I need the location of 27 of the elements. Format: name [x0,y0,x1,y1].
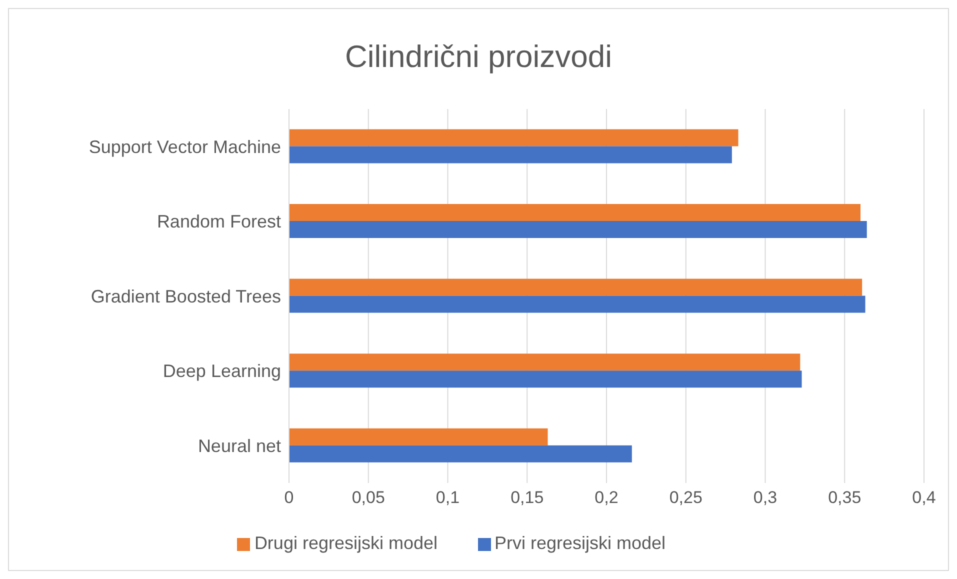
bar [289,146,732,164]
x-tick-label: 0,05 [352,488,385,508]
bar [289,129,738,146]
legend-label: Prvi regresijski model [494,533,666,553]
x-tick-label: 0 [284,488,294,508]
x-tick-label: 0,15 [510,488,544,508]
legend-label: Drugi regresijski model [254,533,438,553]
x-tick-label: 0,2 [594,488,618,508]
bar [289,354,800,371]
x-tick-label: 0,3 [753,488,778,508]
bar [289,204,860,221]
y-tick-label: Random Forest [156,212,281,232]
y-tick-label: Support Vector Machine [88,136,281,157]
bar [289,278,862,296]
x-tick-label: 0,25 [669,488,702,508]
bar [289,428,548,446]
x-tick-label: 0,1 [436,488,460,508]
bar [289,445,632,462]
bar [289,296,866,313]
x-tick-label: 0,35 [828,488,862,508]
y-tick-label: Gradient Boosted Trees [90,286,281,306]
bar [289,220,867,238]
y-tick-label: Neural net [198,436,281,456]
x-tick-label: 0,4 [912,488,936,508]
bar [289,370,802,388]
y-tick-label: Deep Learning [162,361,281,382]
chart-title: Cilindrični proizvodi [344,39,614,75]
